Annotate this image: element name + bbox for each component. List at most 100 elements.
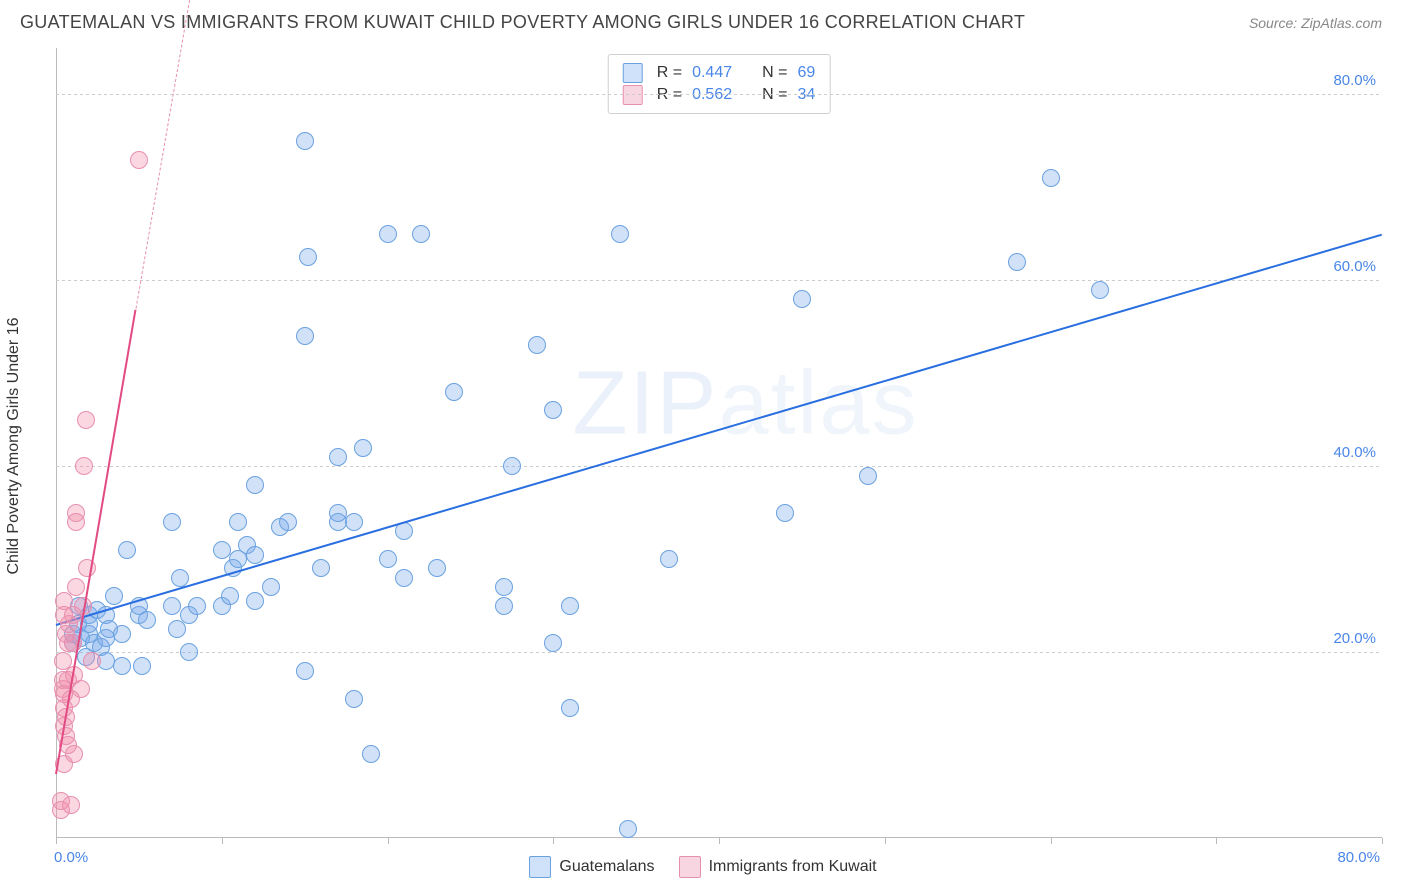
data-point (793, 290, 811, 308)
data-point (544, 401, 562, 419)
legend-swatch (529, 856, 551, 878)
data-point (859, 467, 877, 485)
data-point (105, 587, 123, 605)
data-point (163, 597, 181, 615)
data-point (329, 504, 347, 522)
x-tick (1216, 838, 1217, 844)
data-point (221, 587, 239, 605)
data-point (75, 457, 93, 475)
data-point (113, 657, 131, 675)
series-legend-label: Guatemalans (559, 858, 654, 875)
data-point (130, 151, 148, 169)
legend-r-label: R = (657, 64, 682, 82)
data-point (379, 225, 397, 243)
data-point (171, 569, 189, 587)
grid-line (56, 652, 1382, 653)
data-point (138, 611, 156, 629)
y-tick-label: 80.0% (1333, 72, 1376, 89)
data-point (660, 550, 678, 568)
data-point (1042, 169, 1060, 187)
series-legend-item: Guatemalans (529, 856, 654, 878)
grid-line (56, 280, 1382, 281)
data-point (118, 541, 136, 559)
data-point (72, 680, 90, 698)
data-point (65, 745, 83, 763)
data-point (296, 132, 314, 150)
data-point (213, 541, 231, 559)
data-point (180, 643, 198, 661)
legend-swatch (679, 856, 701, 878)
data-point (163, 513, 181, 531)
x-tick (1051, 838, 1052, 844)
data-point (776, 504, 794, 522)
trend-line (56, 234, 1383, 626)
stats-legend: R =0.447N =69R =0.562N =34 (608, 54, 831, 114)
data-point (78, 559, 96, 577)
data-point (312, 559, 330, 577)
series-legend-item: Immigrants from Kuwait (679, 856, 877, 878)
data-point (362, 745, 380, 763)
grid-line (56, 466, 1382, 467)
data-point (611, 225, 629, 243)
data-point (354, 439, 372, 457)
data-point (62, 796, 80, 814)
data-point (561, 699, 579, 717)
data-point (561, 597, 579, 615)
data-point (345, 513, 363, 531)
data-point (229, 513, 247, 531)
legend-n-label: N = (762, 64, 787, 82)
x-tick (388, 838, 389, 844)
series-legend: Guatemalans Immigrants from Kuwait (0, 856, 1406, 878)
chart-header: GUATEMALAN VS IMMIGRANTS FROM KUWAIT CHI… (0, 0, 1406, 41)
data-point (345, 690, 363, 708)
data-point (544, 634, 562, 652)
data-point (1091, 281, 1109, 299)
x-tick (885, 838, 886, 844)
data-point (412, 225, 430, 243)
data-point (77, 411, 95, 429)
data-point (83, 652, 101, 670)
chart-title: GUATEMALAN VS IMMIGRANTS FROM KUWAIT CHI… (20, 12, 1025, 33)
source-label: Source: ZipAtlas.com (1249, 15, 1382, 31)
data-point (133, 657, 151, 675)
data-point (445, 383, 463, 401)
data-point (246, 476, 264, 494)
stats-legend-row: R = 0.447 N = 69 (623, 63, 816, 83)
y-tick-label: 20.0% (1333, 630, 1376, 647)
legend-swatch (623, 63, 643, 83)
data-point (495, 578, 513, 596)
data-point (428, 559, 446, 577)
data-point (246, 592, 264, 610)
y-tick-label: 40.0% (1333, 444, 1376, 461)
data-point (379, 550, 397, 568)
series-legend-label: Immigrants from Kuwait (709, 858, 877, 875)
x-tick (1382, 838, 1383, 844)
data-point (1008, 253, 1026, 271)
data-point (188, 597, 206, 615)
data-point (528, 336, 546, 354)
x-tick (553, 838, 554, 844)
data-point (329, 448, 347, 466)
data-point (262, 578, 280, 596)
data-point (495, 597, 513, 615)
x-tick (719, 838, 720, 844)
watermark-text-b: atlas (718, 353, 918, 453)
data-point (395, 569, 413, 587)
data-point (299, 248, 317, 266)
legend-n-value: 69 (797, 64, 815, 82)
x-tick (56, 838, 57, 844)
data-point (296, 327, 314, 345)
y-tick-label: 60.0% (1333, 258, 1376, 275)
chart-plot-area: ZIPatlas R =0.447N =69R =0.562N =34 20.0… (56, 48, 1382, 838)
data-point (296, 662, 314, 680)
data-point (246, 546, 264, 564)
data-point (113, 625, 131, 643)
data-point (67, 504, 85, 522)
data-point (67, 578, 85, 596)
x-tick (222, 838, 223, 844)
y-axis-title: Child Poverty Among Girls Under 16 (5, 318, 23, 575)
watermark-text-a: ZIP (572, 353, 718, 453)
data-point (619, 820, 637, 838)
legend-r-value: 0.447 (692, 64, 732, 82)
data-point (503, 457, 521, 475)
